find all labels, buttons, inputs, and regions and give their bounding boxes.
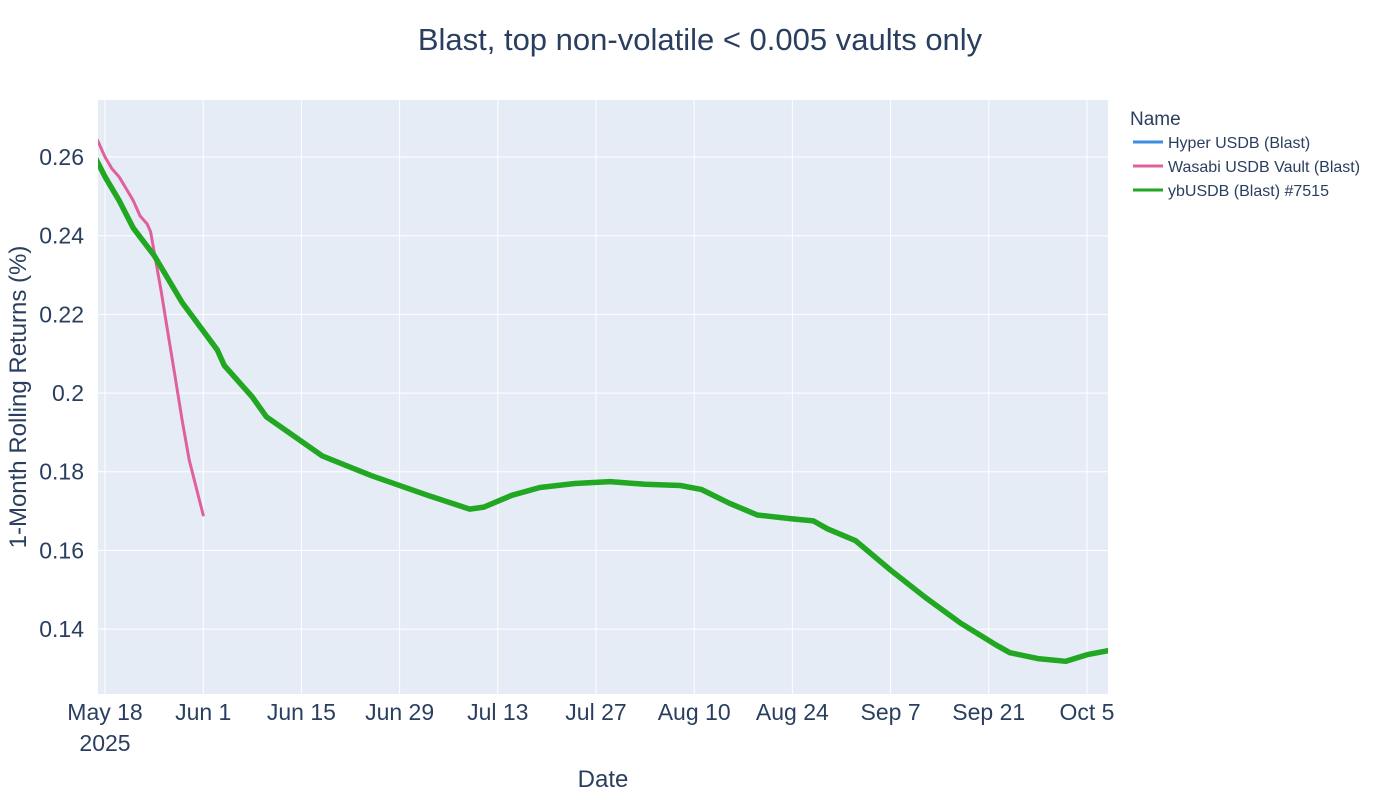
y-axis-ticks: 0.14 0.16 0.18 0.2 0.22 0.24 0.26 — [39, 144, 84, 642]
legend-item-label: Wasabi USDB Vault (Blast) — [1168, 159, 1360, 176]
x-tick-label: Sep 7 — [861, 699, 921, 725]
x-tick-label: Jul 27 — [565, 699, 626, 725]
chart-title: Blast, top non-volatile < 0.005 vaults o… — [418, 22, 983, 57]
series-line — [98, 156, 1108, 665]
x-tick-label: Sep 21 — [952, 699, 1025, 725]
x-axis-ticks: May 18 2025 Jun 1 Jun 15 Jun 29 Jul 13 Jul 27 A… — [67, 699, 1114, 756]
grid-lines — [98, 100, 1108, 694]
legend-item-label: Hyper USDB (Blast) — [1168, 135, 1310, 152]
x-tick-label: Jun 15 — [267, 699, 336, 725]
legend-item-label: ybUSDB (Blast) #7515 — [1168, 183, 1329, 200]
x-tick-label: May 18 — [67, 699, 142, 725]
legend-title: Name — [1130, 109, 1181, 130]
y-tick-label: 0.18 — [39, 459, 84, 485]
y-tick-label: 0.24 — [39, 223, 84, 249]
legend: Name Hyper USDB (Blast) Wasabi USDB Vault… — [1130, 109, 1360, 200]
x-tick-sublabel: 2025 — [79, 730, 130, 756]
series-layer — [98, 138, 1108, 665]
y-axis-label: 1-Month Rolling Returns (%) — [5, 246, 32, 549]
x-tick-label: Aug 24 — [756, 699, 829, 725]
x-tick-label: Jul 13 — [467, 699, 528, 725]
y-tick-label: 0.26 — [39, 144, 84, 170]
plot-area — [98, 100, 1108, 694]
x-axis-label: Date — [578, 766, 629, 793]
x-tick-label: Oct 5 — [1059, 699, 1114, 725]
series-line — [98, 138, 205, 517]
x-tick-label: Jun 29 — [365, 699, 434, 725]
y-tick-label: 0.14 — [39, 616, 84, 642]
x-tick-label: Jun 1 — [175, 699, 231, 725]
x-tick-label: Aug 10 — [658, 699, 731, 725]
y-tick-label: 0.16 — [39, 537, 84, 563]
y-tick-label: 0.2 — [52, 380, 84, 406]
y-tick-label: 0.22 — [39, 301, 84, 327]
